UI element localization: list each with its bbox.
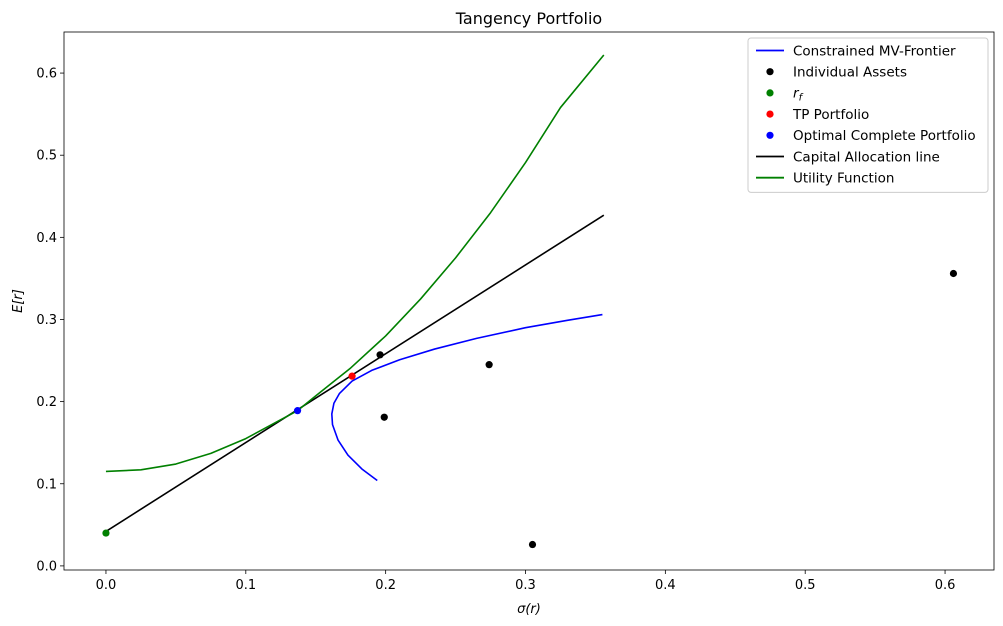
x-tick-label: 0.2: [375, 578, 396, 593]
point-individual-assets: [528, 540, 537, 549]
y-tick-label: 0.0: [36, 559, 57, 574]
legend-item-rf: rf: [766, 86, 804, 104]
series-line-utility-function: [105, 54, 605, 473]
y-tick-label: 0.4: [36, 231, 57, 246]
legend-item-utility-function: Utility Function: [756, 171, 894, 187]
x-tick-label: 0.5: [795, 578, 816, 593]
legend-label: TP Portfolio: [792, 107, 869, 123]
plot-area: [102, 54, 958, 549]
x-tick-label: 0.4: [655, 578, 676, 593]
legend-swatch-dot: [766, 110, 774, 118]
legend-label: Capital Allocation line: [793, 149, 940, 165]
series-line-constrained-mv-frontier: [331, 313, 603, 482]
x-tick-label: 0.0: [96, 578, 117, 593]
y-tick-label: 0.2: [36, 395, 57, 410]
x-tick-label: 0.6: [935, 578, 956, 593]
legend-swatch-dot: [766, 131, 774, 139]
legend-label: Optimal Complete Portfolio: [793, 128, 976, 144]
legend-item-constrained-mv-frontier: Constrained MV-Frontier: [756, 43, 956, 59]
plot-frame: [63, 31, 995, 571]
x-tick-label: 0.3: [515, 578, 536, 593]
legend-item-optimal-complete-portfolio: Optimal Complete Portfolio: [766, 128, 976, 144]
point-individual-assets: [376, 351, 384, 359]
y-tick-label: 0.6: [36, 67, 57, 82]
legend-item-capital-allocation-line: Capital Allocation line: [756, 149, 940, 165]
y-tick-label: 0.1: [36, 477, 57, 492]
point-r-f: [102, 529, 110, 537]
point-individual-assets: [485, 361, 493, 369]
point-optimal-complete-portfolio: [293, 407, 302, 415]
point-tp-portfolio: [348, 372, 356, 380]
chart-title: Tangency Portfolio: [455, 9, 602, 28]
x-tick-label: 0.1: [235, 578, 256, 593]
legend: Constrained MV-Frontier Individual Assets…: [747, 37, 989, 193]
legend-item-individual-assets: Individual Assets: [766, 65, 907, 81]
x-axis-label: σ(r): [517, 602, 541, 617]
y-tick-label: 0.3: [36, 313, 57, 328]
legend-label: rf: [793, 86, 804, 104]
y-axis: 0.0 0.1 0.2 0.3 0.4 0.5 0.6: [36, 67, 64, 574]
x-axis: 0.0 0.1 0.2 0.3 0.4 0.5 0.6: [96, 570, 956, 593]
y-axis-label: E[r]: [11, 289, 26, 313]
y-tick-label: 0.5: [36, 149, 57, 164]
legend-label: Constrained MV-Frontier: [793, 43, 956, 59]
legend-label: Utility Function: [793, 171, 894, 187]
legend-swatch-dot: [766, 68, 774, 76]
legend-frame: [747, 37, 989, 193]
point-individual-assets: [380, 413, 388, 421]
point-individual-assets: [949, 269, 958, 278]
legend-swatch-dot: [766, 89, 774, 97]
legend-label: Individual Assets: [793, 65, 907, 81]
series-line-capital-allocation-line: [105, 214, 605, 533]
legend-item-tp-portfolio: TP Portfolio: [766, 107, 869, 123]
